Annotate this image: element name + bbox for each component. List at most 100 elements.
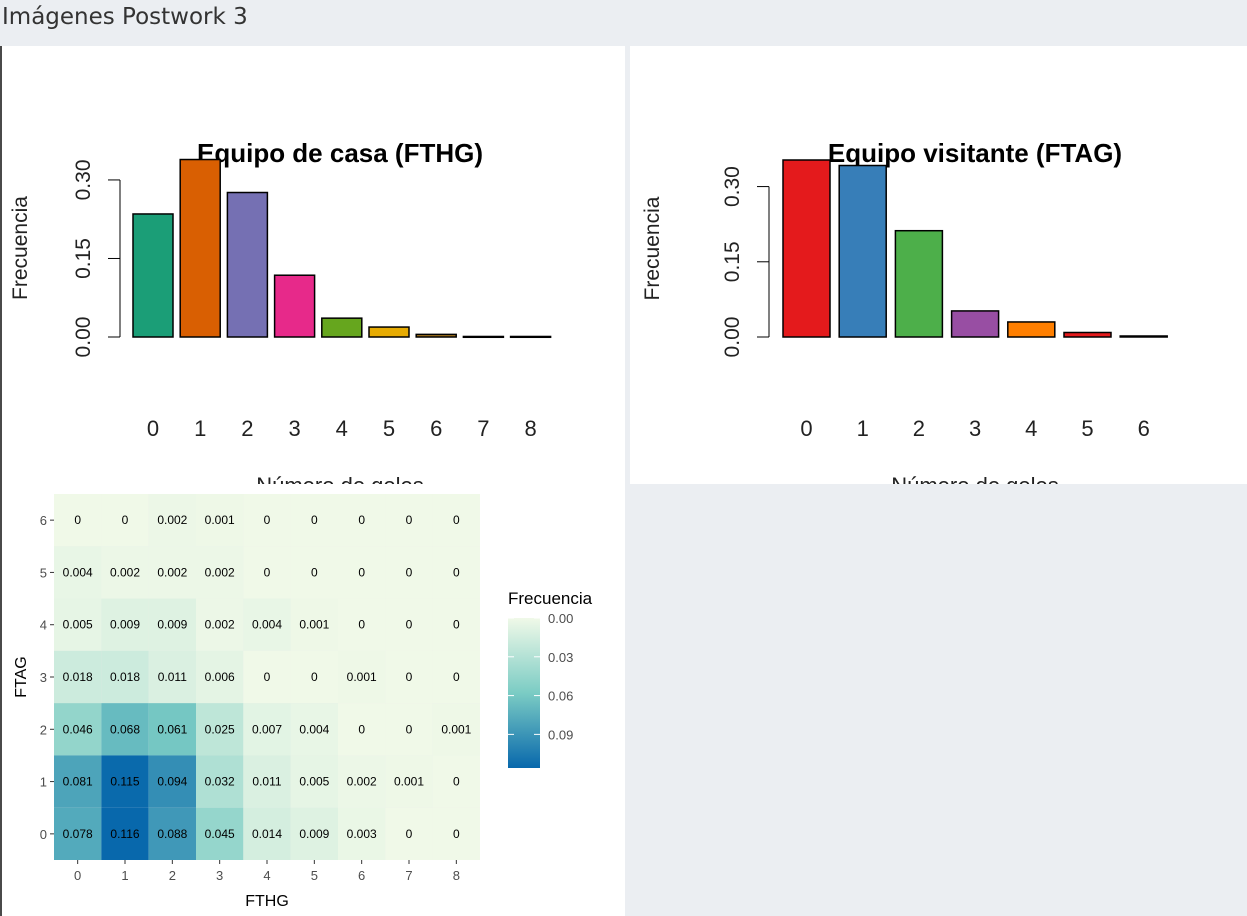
heatmap-cell-label: 0 bbox=[264, 565, 271, 579]
away-x-tick-label: 6 bbox=[1138, 416, 1150, 441]
heatmap-x-tick-label: 5 bbox=[311, 868, 318, 883]
heatmap-cell-label: 0 bbox=[406, 513, 413, 527]
heatmap-cell bbox=[432, 598, 480, 651]
heatmap-cell bbox=[196, 546, 244, 599]
heatmap-x-tick-label: 8 bbox=[453, 868, 460, 883]
heatmap-cell-label: 0.007 bbox=[252, 722, 282, 736]
heatmap-cell bbox=[148, 598, 196, 651]
heatmap-cell bbox=[54, 650, 102, 704]
heatmap-cell bbox=[385, 546, 433, 599]
home-bar bbox=[415, 333, 457, 338]
heatmap-cell-label: 0 bbox=[358, 565, 365, 579]
heatmap-cell bbox=[243, 494, 291, 547]
home-chart-title: Equipo de casa (FTHG) bbox=[197, 138, 483, 168]
heatmap-y-tick-label: 5 bbox=[40, 565, 47, 580]
heatmap-cell bbox=[196, 703, 244, 756]
heatmap-cell-label: 0.001 bbox=[347, 670, 377, 684]
heatmap-cell-label: 0.002 bbox=[157, 513, 187, 527]
heatmap-cell-label: 0.116 bbox=[110, 827, 139, 841]
heatmap-cell bbox=[148, 703, 196, 756]
away-chart-title: Equipo visitante (FTAG) bbox=[828, 138, 1122, 168]
heatmap-cell bbox=[290, 703, 338, 756]
heatmap-cell bbox=[432, 546, 480, 599]
heatmap-legend-tick-label: 0.06 bbox=[548, 689, 573, 704]
away-bar bbox=[1007, 321, 1056, 338]
heatmap-cell-label: 0 bbox=[406, 827, 413, 841]
home-x-tick-label: 6 bbox=[430, 416, 442, 441]
heatmap-cell-label: 0.009 bbox=[157, 618, 187, 632]
heatmap-cell-label: 0.025 bbox=[205, 722, 235, 736]
heatmap-cell-label: 0.061 bbox=[157, 722, 187, 736]
heatmap-cell bbox=[338, 494, 386, 547]
heatmap-cell-label: 0.002 bbox=[110, 565, 140, 579]
home-x-tick-label: 2 bbox=[241, 416, 253, 441]
away-bar bbox=[1119, 335, 1168, 338]
heatmap-cell bbox=[196, 598, 244, 651]
heatmap-cell-label: 0 bbox=[311, 670, 318, 684]
heatmap-cell-label: 0.001 bbox=[299, 618, 329, 632]
heatmap-cell bbox=[148, 494, 196, 547]
heatmap-cell-label: 0 bbox=[453, 670, 460, 684]
heatmap-cell bbox=[196, 755, 244, 808]
heatmap-cell-label: 0.115 bbox=[110, 775, 139, 789]
heatmap-cell-label: 0 bbox=[311, 565, 318, 579]
home-x-tick-label: 8 bbox=[524, 416, 536, 441]
heatmap-cell bbox=[101, 807, 149, 860]
heatmap-cell bbox=[290, 807, 338, 860]
heatmap-cell bbox=[54, 703, 102, 756]
heatmap-cell bbox=[54, 807, 102, 860]
heatmap-cell-label: 0.014 bbox=[252, 827, 282, 841]
home-goals-panel: Equipo de casa (FTHG) 0.00 0.15 0.30 Frecuen… bbox=[2, 46, 625, 484]
heatmap-cell-label: 0.001 bbox=[205, 513, 235, 527]
heatmap-cell bbox=[148, 546, 196, 599]
away-bar bbox=[1063, 331, 1112, 338]
home-x-tick-label: 0 bbox=[147, 416, 159, 441]
heatmap-cell bbox=[196, 650, 244, 704]
home-y-tick-label: 0.30 bbox=[72, 160, 95, 201]
heatmap-cell bbox=[101, 546, 149, 599]
heatmap-cell-label: 0 bbox=[453, 513, 460, 527]
heatmap-cell bbox=[54, 494, 102, 547]
away-x-tick-label: 2 bbox=[913, 416, 925, 441]
heatmap-cell-label: 0.081 bbox=[63, 775, 93, 789]
home-x-tick-label: 5 bbox=[383, 416, 395, 441]
heatmap-cell-label: 0 bbox=[264, 670, 271, 684]
heatmap-x-tick-label: 3 bbox=[216, 868, 223, 883]
heatmap-cell bbox=[432, 703, 480, 756]
away-bar bbox=[894, 229, 944, 338]
heatmap-cell-label: 0.032 bbox=[205, 775, 235, 789]
heatmap-cell bbox=[290, 755, 338, 808]
heatmap-cell bbox=[290, 650, 338, 704]
heatmap-cell-label: 0.068 bbox=[110, 722, 140, 736]
heatmap-cell-label: 0 bbox=[406, 670, 413, 684]
heatmap-cell-label: 0 bbox=[264, 513, 271, 527]
heatmap-cell-label: 0 bbox=[358, 618, 365, 632]
heatmap-x-tick-label: 7 bbox=[405, 868, 412, 883]
heatmap-legend-tick-label: 0.09 bbox=[548, 727, 573, 742]
heatmap-cell-label: 0 bbox=[453, 565, 460, 579]
home-x-tick-label: 1 bbox=[194, 416, 206, 441]
goals-heatmap-chart: 0 0 0.002 0.001 0 0 0 0 060.004 0.002 0.002 0.002 0 0… bbox=[13, 494, 593, 910]
home-y-axis-label: Frecuencia bbox=[9, 196, 32, 300]
away-x-tick-label: 4 bbox=[1025, 416, 1037, 441]
heatmap-cell-label: 0 bbox=[406, 722, 413, 736]
heatmap-cell bbox=[338, 807, 386, 860]
home-goals-bar-chart: Equipo de casa (FTHG) 0.00 0.15 0.30 Frecuen… bbox=[9, 138, 552, 484]
home-bar bbox=[509, 335, 552, 339]
heatmap-cell-label: 0.094 bbox=[157, 775, 187, 789]
heatmap-y-tick-label: 0 bbox=[40, 827, 47, 842]
home-x-tick-label: 7 bbox=[477, 416, 489, 441]
heatmap-cell bbox=[243, 650, 291, 704]
home-x-tick-label: 4 bbox=[336, 416, 348, 441]
heatmap-cell bbox=[338, 650, 386, 704]
heatmap-cell bbox=[385, 807, 433, 860]
away-y-tick-label: 0.15 bbox=[721, 241, 744, 282]
heatmap-cell bbox=[243, 598, 291, 651]
home-y-tick-label: 0.15 bbox=[72, 238, 95, 279]
heatmap-cell-label: 0 bbox=[406, 565, 413, 579]
heatmap-cell bbox=[148, 807, 196, 860]
heatmap-cell bbox=[196, 494, 244, 547]
heatmap-cell bbox=[101, 703, 149, 756]
home-bar bbox=[273, 274, 316, 338]
heatmap-cell bbox=[243, 755, 291, 808]
